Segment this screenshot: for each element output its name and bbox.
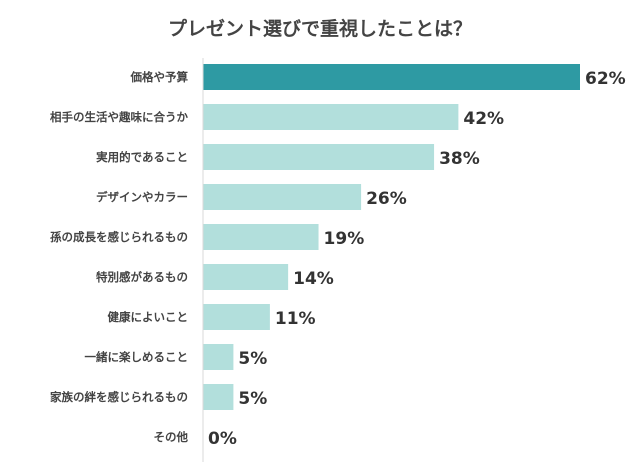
value-label: 5% (238, 389, 267, 409)
bar (203, 184, 362, 210)
bar (203, 304, 270, 330)
bar (203, 144, 435, 170)
value-label: 14% (293, 269, 334, 289)
category-label: 孫の成長を感じられるもの (50, 230, 188, 244)
bar (203, 344, 234, 370)
value-label: 11% (275, 309, 316, 329)
value-label: 42% (463, 109, 504, 129)
value-label: 5% (238, 349, 267, 369)
category-label: 価格や予算 (130, 70, 189, 84)
value-label: 38% (439, 149, 480, 169)
value-label: 19% (324, 229, 365, 249)
category-label: デザインやカラー (96, 190, 188, 204)
category-label: 家族の絆を感じられるもの (50, 390, 188, 404)
bar (203, 384, 234, 410)
category-label: 実用的であること (96, 150, 188, 164)
category-label: 健康によいこと (108, 310, 189, 324)
category-label: その他 (154, 430, 189, 444)
value-label: 62% (585, 69, 626, 89)
category-label: 一緒に楽しめること (85, 350, 189, 364)
bar (203, 264, 289, 290)
bar (203, 104, 459, 130)
category-label: 特別感があるもの (96, 270, 188, 284)
value-label: 0% (208, 429, 237, 449)
bar (203, 64, 580, 90)
bar (203, 224, 319, 250)
category-label: 相手の生活や趣味に合うか (50, 110, 188, 124)
chart-title: プレゼント選びで重視したことは？ (167, 18, 472, 40)
value-label: 26% (366, 189, 407, 209)
